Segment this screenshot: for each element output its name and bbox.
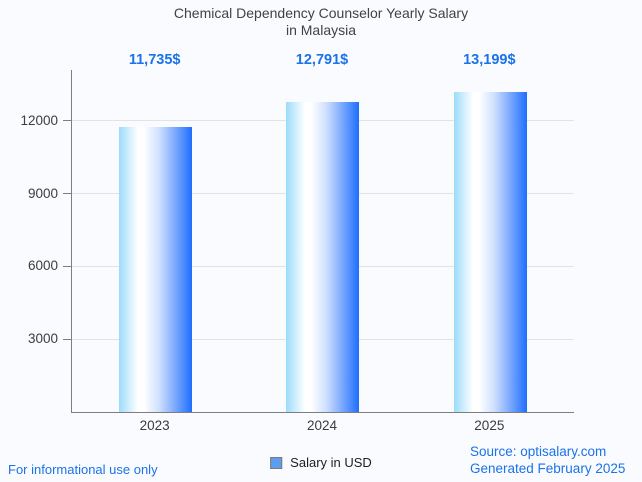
legend-swatch	[270, 456, 283, 469]
plot-area: 3000 6000 9000 12000	[20, 70, 574, 413]
y-axis-tick	[63, 120, 71, 122]
y-axis-tick	[63, 193, 71, 195]
source-link[interactable]: Source: optisalary.com	[470, 444, 607, 459]
x-axis-label-2024: 2024	[306, 418, 338, 433]
x-axis-labels: 2023 2024 2025	[71, 418, 573, 433]
y-axis-label: 12000	[20, 112, 58, 128]
y-axis-label: 3000	[27, 331, 58, 347]
band-2023	[72, 70, 239, 412]
bars-container	[72, 70, 574, 412]
y-axis-tick	[63, 338, 71, 340]
value-label-2024: 12,791$	[295, 52, 349, 68]
value-label-2023: 11,735$	[128, 52, 181, 68]
x-axis-label-2023: 2023	[139, 418, 170, 433]
legend-label: Salary in USD	[290, 455, 372, 470]
generated-date: Generated February 2025	[470, 461, 626, 476]
value-labels-row: 11,735$ 12,791$ 13,199$	[71, 52, 573, 68]
y-axis-tick	[63, 265, 71, 267]
chart-title: Chemical Dependency Counselor Yearly Sal…	[0, 5, 642, 39]
legend: Salary in USD	[270, 455, 372, 470]
chart-title-line2: in Malaysia	[285, 22, 357, 38]
y-axis-label: 6000	[27, 258, 58, 274]
bar-2025[interactable]	[453, 91, 527, 412]
disclaimer-text: For informational use only	[8, 462, 158, 477]
y-axis-label: 9000	[27, 185, 58, 201]
chart-title-line1: Chemical Dependency Counselor Yearly Sal…	[173, 5, 469, 21]
band-2025	[407, 70, 574, 412]
value-label-2025: 13,199$	[463, 52, 516, 68]
band-2024	[239, 70, 406, 412]
source-attribution[interactable]: Source: optisalary.com Generated Februar…	[470, 443, 625, 477]
x-axis-label-2025: 2025	[474, 418, 505, 433]
bar-2023[interactable]	[119, 127, 193, 412]
bar-2024[interactable]	[286, 101, 360, 412]
